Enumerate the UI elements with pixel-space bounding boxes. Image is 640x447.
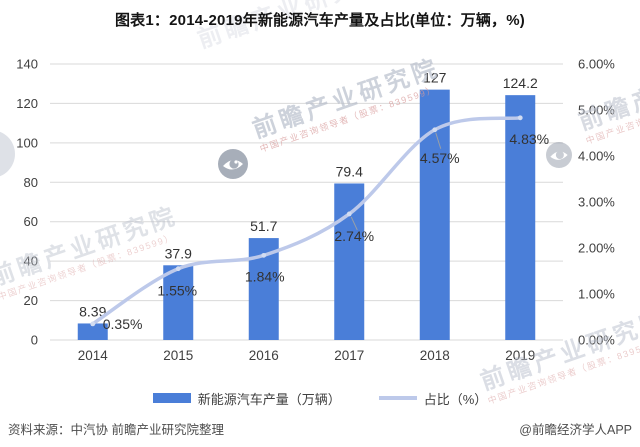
- svg-text:120: 120: [16, 96, 38, 111]
- svg-text:2017: 2017: [334, 348, 364, 363]
- svg-text:2.00%: 2.00%: [578, 241, 615, 256]
- brand-credit: @前瞻经济学人APP: [519, 423, 632, 437]
- bar-2019: [505, 95, 536, 340]
- svg-text:2014: 2014: [78, 348, 109, 363]
- svg-text:4.00%: 4.00%: [578, 149, 615, 164]
- svg-text:124.2: 124.2: [503, 75, 538, 91]
- trend-line: [90, 115, 523, 327]
- svg-text:40: 40: [24, 254, 38, 269]
- svg-text:2016: 2016: [249, 348, 279, 363]
- svg-text:3.00%: 3.00%: [578, 195, 615, 210]
- chart-legend: 新能源汽车产量（万辆） 占比（%）: [0, 388, 640, 408]
- legend-item-share: 占比（%）: [378, 389, 488, 408]
- svg-text:1.00%: 1.00%: [578, 287, 615, 302]
- svg-text:79.4: 79.4: [336, 163, 363, 179]
- legend-line-swatch: [378, 396, 417, 400]
- svg-text:0.35%: 0.35%: [103, 316, 143, 332]
- percent-labels: 0.35% 1.55% 1.84% 2.74% 4.57% 4.83%: [103, 131, 549, 332]
- svg-text:20: 20: [24, 293, 38, 308]
- svg-text:6.00%: 6.00%: [578, 57, 615, 72]
- line-point-2016: [261, 252, 267, 258]
- chart-plot: 0 20 40 60 80 100 120 140 0.00% 1.00% 2.00% 3.00% 4.…: [16, 57, 615, 364]
- svg-text:100: 100: [16, 135, 38, 150]
- legend-line-label: 占比（%）: [423, 391, 488, 407]
- svg-text:4.57%: 4.57%: [420, 150, 460, 166]
- line-point-2014: [90, 321, 96, 327]
- bar-2018: [419, 89, 450, 340]
- svg-text:2018: 2018: [420, 348, 450, 363]
- svg-text:60: 60: [24, 214, 38, 229]
- line-point-2015: [175, 266, 181, 272]
- axis-labels: 0 20 40 60 80 100 120 140 0.00% 1.00% 2.00% 3.00% 4.…: [16, 57, 615, 364]
- svg-text:2015: 2015: [163, 348, 193, 363]
- svg-text:0: 0: [31, 333, 38, 348]
- svg-text:127: 127: [423, 70, 447, 86]
- svg-text:1.84%: 1.84%: [245, 268, 285, 284]
- bars: 8.39 37.9 51.7 79.4 127 124.2: [77, 70, 538, 340]
- svg-text:4.83%: 4.83%: [509, 131, 549, 147]
- label-leader-lines: [350, 132, 442, 231]
- svg-text:2019: 2019: [505, 348, 535, 363]
- line-point-2017: [346, 211, 352, 217]
- svg-text:80: 80: [24, 175, 38, 190]
- svg-text:140: 140: [16, 57, 38, 72]
- svg-text:2.74%: 2.74%: [334, 228, 374, 244]
- legend-item-production: 新能源汽车产量（万辆）: [152, 389, 341, 408]
- svg-text:8.39: 8.39: [79, 303, 106, 319]
- data-source-note: 资料来源：中汽协 前瞻产业研究院整理: [8, 423, 224, 437]
- gridlines: [50, 63, 563, 341]
- line-point-2018: [432, 127, 438, 133]
- legend-bar-label: 新能源汽车产量（万辆）: [197, 391, 341, 407]
- svg-text:5.00%: 5.00%: [578, 103, 615, 118]
- svg-text:51.7: 51.7: [250, 218, 277, 234]
- bar-2017: [334, 183, 365, 340]
- bar-2015: [163, 265, 194, 340]
- bar-2014: [77, 323, 108, 340]
- svg-text:1.55%: 1.55%: [157, 283, 197, 299]
- chart-title: 图表1：2014-2019年新能源汽车产量及占比(单位：万辆，%): [114, 12, 525, 29]
- svg-text:37.9: 37.9: [165, 245, 192, 261]
- legend-bar-swatch: [152, 393, 191, 403]
- line-point-2019: [517, 115, 523, 121]
- svg-text:0.00%: 0.00%: [578, 333, 615, 348]
